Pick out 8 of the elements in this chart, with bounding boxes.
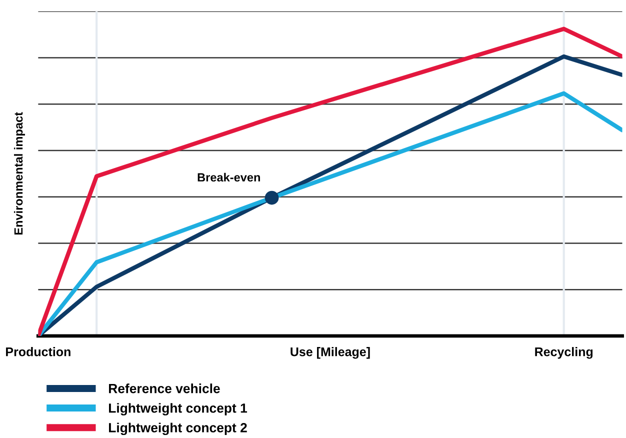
legend-label: Reference vehicle bbox=[109, 384, 220, 394]
x-tick-label: Recycling bbox=[535, 347, 593, 359]
x-tick-label: Use [Mileage] bbox=[290, 347, 370, 359]
y-axis-title: Environmental impact bbox=[14, 112, 25, 235]
x-tick-label: Production bbox=[6, 347, 70, 356]
legend-label: Lightweight concept 1 bbox=[109, 403, 248, 416]
annotation: Break-even bbox=[198, 172, 260, 182]
legend-label: Lightweight concept 2 bbox=[109, 422, 247, 436]
